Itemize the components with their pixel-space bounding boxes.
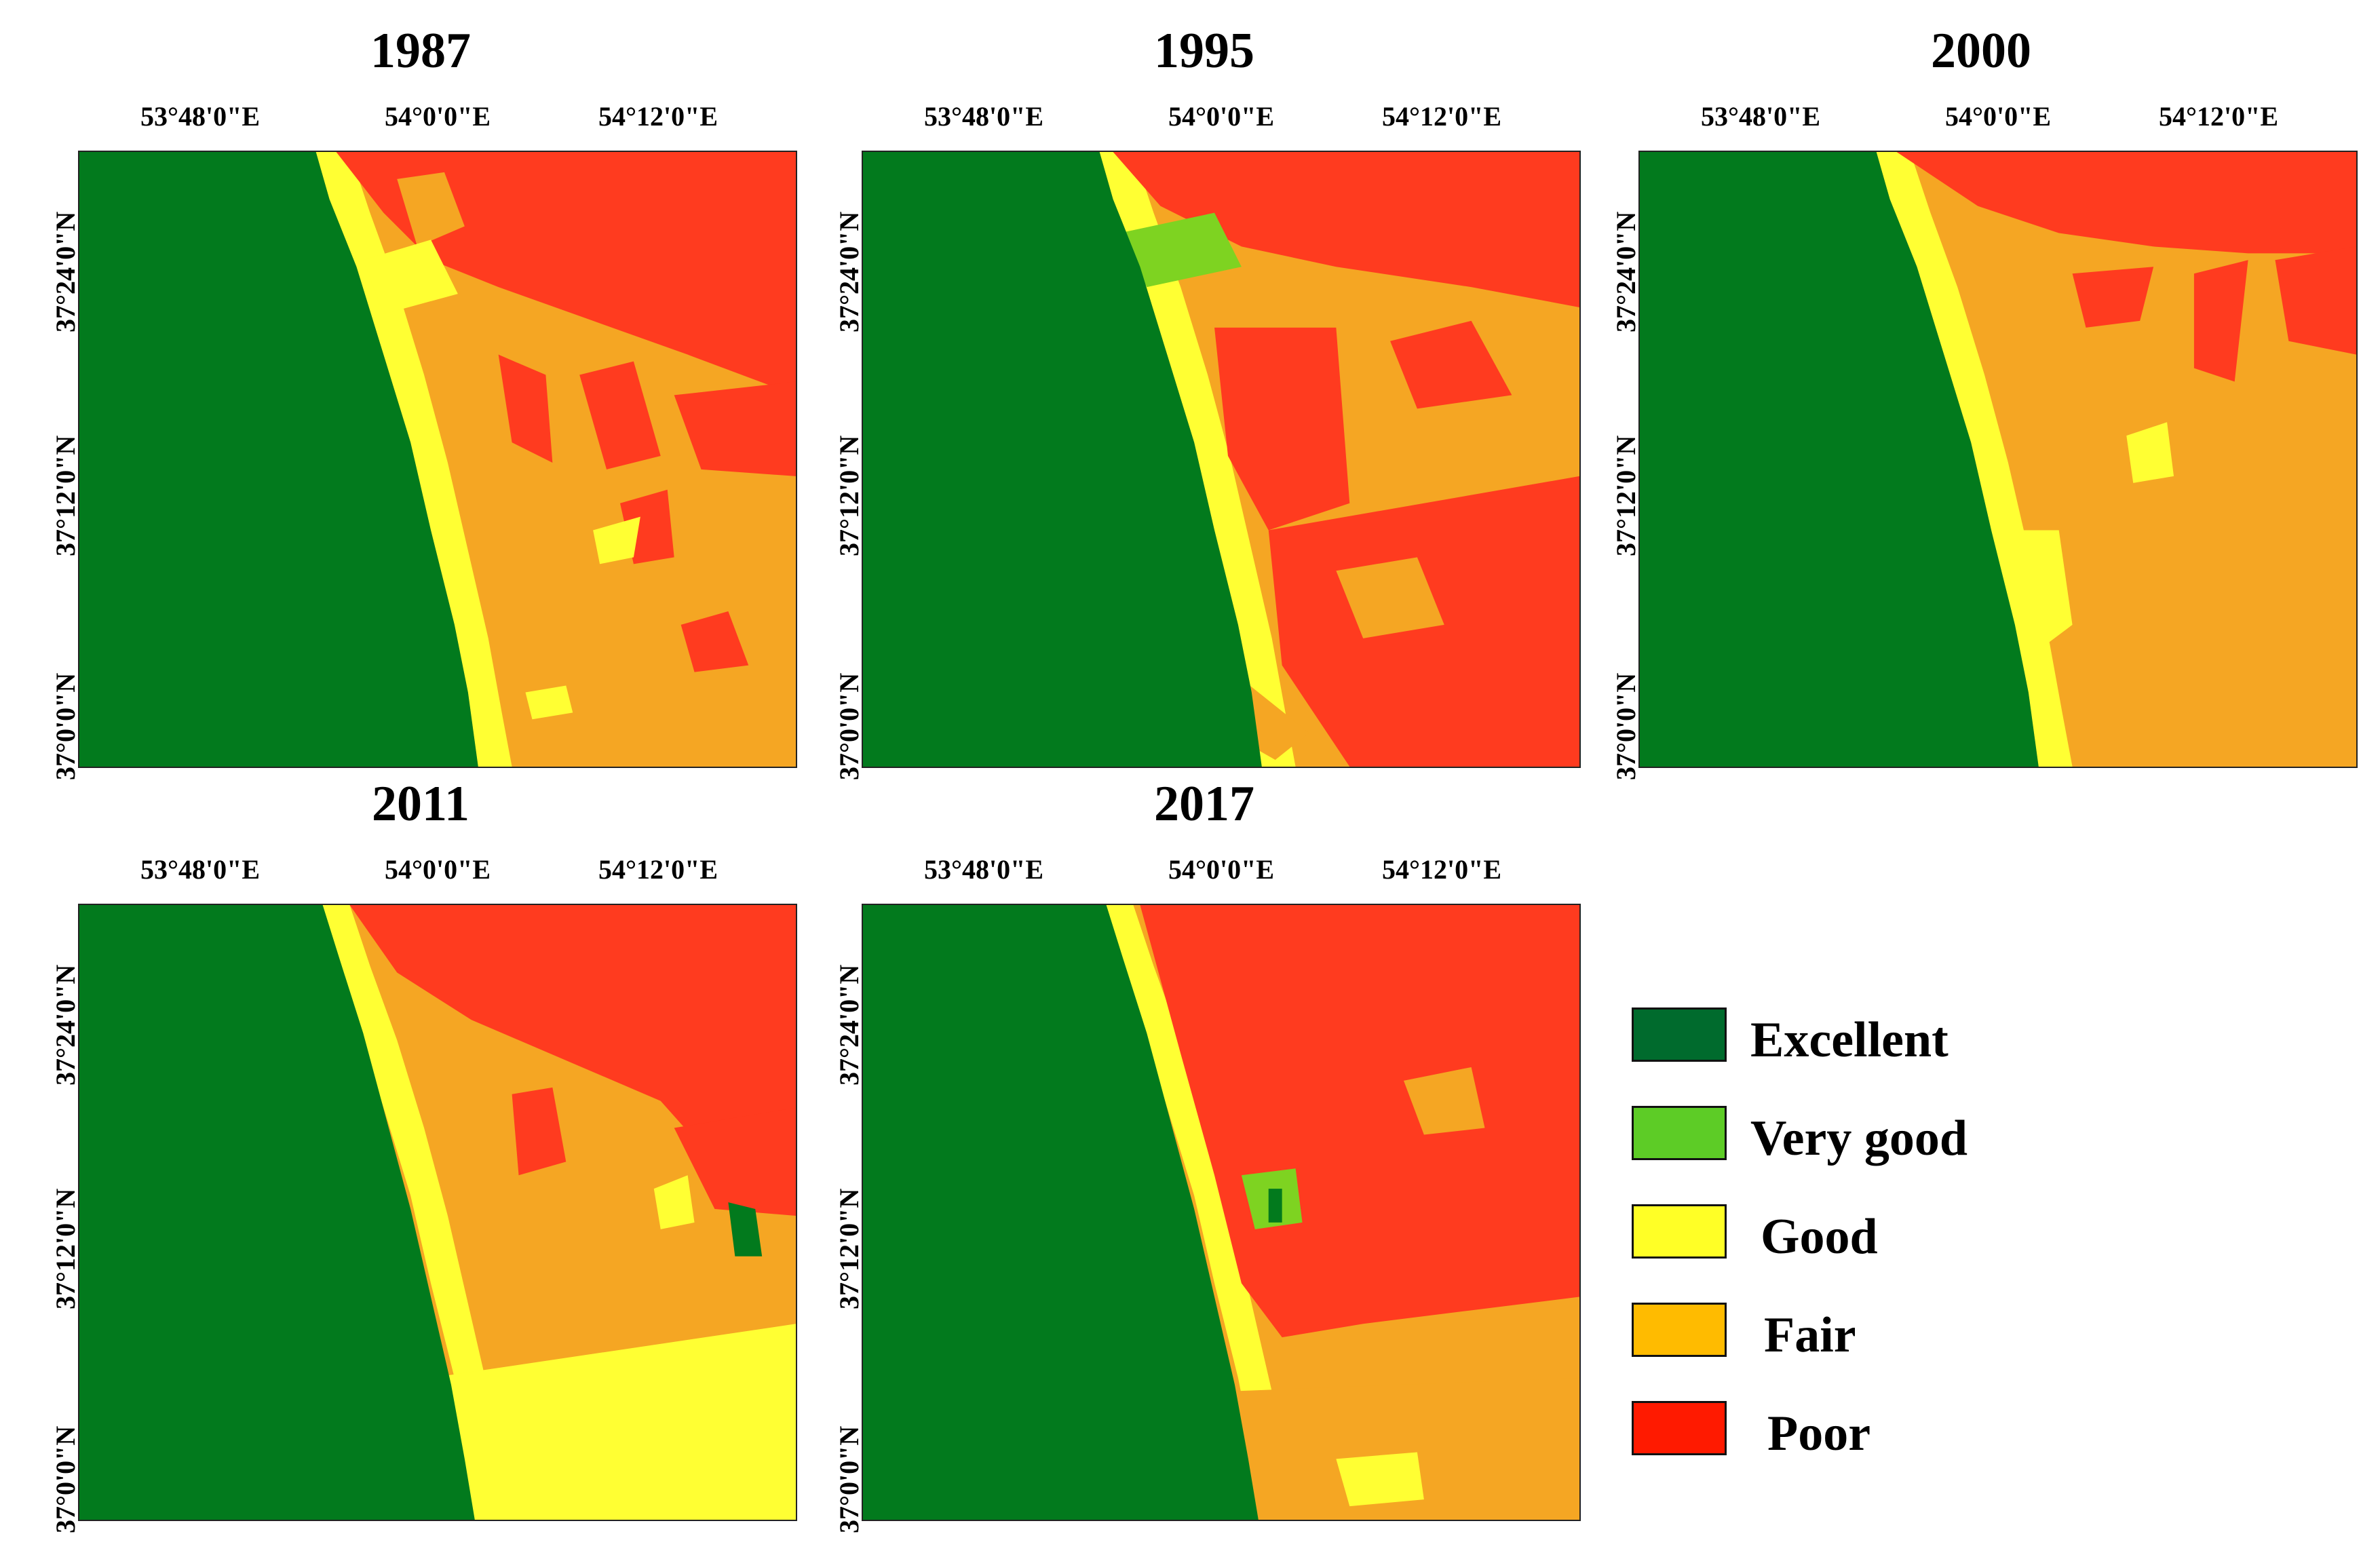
latitude-tick-label: 37°0'0"N	[50, 672, 81, 780]
classification-map	[862, 904, 1581, 1521]
latitude-tick-label: 37°0'0"N	[50, 1425, 81, 1533]
legend-label-very-good: Very good	[1750, 1111, 1968, 1166]
longitude-tick-label: 53°48'0"E	[924, 101, 1043, 132]
legend-label-poor: Poor	[1767, 1406, 1871, 1461]
longitude-tick-label: 54°12'0"E	[598, 854, 718, 885]
longitude-tick-label: 54°0'0"E	[1168, 854, 1274, 885]
longitude-tick-label: 54°12'0"E	[1382, 854, 1501, 885]
map-panel-1995: 1995 53°48'0"E 54°0'0"E 54°12'0"E 37°24'0"N 3…	[814, 20, 1594, 780]
longitude-tick-label: 54°0'0"E	[1945, 101, 2051, 132]
legend-swatch-fair	[1632, 1303, 1727, 1357]
latitude-tick-label: 37°0'0"N	[834, 672, 864, 780]
latitude-tick-label: 37°24'0"N	[50, 964, 81, 1086]
latitude-tick-label: 37°24'0"N	[834, 211, 864, 332]
legend-label-fair: Fair	[1764, 1307, 1856, 1363]
map-image	[863, 905, 1579, 1520]
map-panel-1987: 1987 53°48'0"E 54°0'0"E 54°12'0"E 37°24'0"N 3…	[31, 20, 811, 780]
map-panel-2011: 2011 53°48'0"E 54°0'0"E 54°12'0"E 37°24'0"N 3…	[31, 773, 811, 1533]
classification-map	[1638, 151, 2358, 768]
map-panel-2000: 2000 53°48'0"E 54°0'0"E 54°12'0"E 37°24'0"N 3…	[1591, 20, 2371, 780]
classification-map	[78, 151, 797, 768]
latitude-tick-label: 37°24'0"N	[1611, 211, 1641, 332]
legend-swatch-excellent	[1632, 1007, 1727, 1062]
latitude-tick-label: 37°12'0"N	[50, 1188, 81, 1309]
longitude-tick-label: 54°0'0"E	[385, 101, 491, 132]
latitude-tick-label: 37°12'0"N	[834, 1188, 864, 1309]
legend-swatch-good	[1632, 1204, 1727, 1259]
panel-title: 1987	[370, 23, 471, 79]
legend-swatch-very-good	[1632, 1106, 1727, 1160]
longitude-tick-label: 54°0'0"E	[1168, 101, 1274, 132]
panel-title: 2011	[372, 776, 469, 832]
map-panel-2017: 2017 53°48'0"E 54°0'0"E 54°12'0"E 37°24'0"N 3…	[814, 773, 1594, 1533]
longitude-tick-label: 53°48'0"E	[1701, 101, 1820, 132]
longitude-tick-label: 54°0'0"E	[385, 854, 491, 885]
panel-title: 1995	[1154, 23, 1254, 79]
longitude-tick-label: 53°48'0"E	[924, 854, 1043, 885]
latitude-tick-label: 37°24'0"N	[50, 211, 81, 332]
map-image	[863, 152, 1579, 767]
legend-label-excellent: Excellent	[1750, 1012, 1949, 1068]
map-image	[79, 905, 796, 1520]
latitude-tick-label: 37°12'0"N	[834, 435, 864, 556]
legend-swatch-poor	[1632, 1401, 1727, 1455]
classification-map	[78, 904, 797, 1521]
longitude-tick-label: 53°48'0"E	[140, 854, 260, 885]
latitude-tick-label: 37°12'0"N	[50, 435, 81, 556]
longitude-tick-label: 54°12'0"E	[1382, 101, 1501, 132]
panel-title: 2000	[1931, 23, 2031, 79]
longitude-tick-label: 54°12'0"E	[2159, 101, 2278, 132]
latitude-tick-label: 37°12'0"N	[1611, 435, 1641, 556]
latitude-tick-label: 37°24'0"N	[834, 964, 864, 1086]
classification-map	[862, 151, 1581, 768]
longitude-tick-label: 54°12'0"E	[598, 101, 718, 132]
panel-title: 2017	[1154, 776, 1254, 832]
map-image	[79, 152, 796, 767]
latitude-tick-label: 37°0'0"N	[1611, 672, 1641, 780]
map-image	[1640, 152, 2356, 767]
longitude-tick-label: 53°48'0"E	[140, 101, 260, 132]
latitude-tick-label: 37°0'0"N	[834, 1425, 864, 1533]
legend-label-good: Good	[1761, 1209, 1878, 1265]
